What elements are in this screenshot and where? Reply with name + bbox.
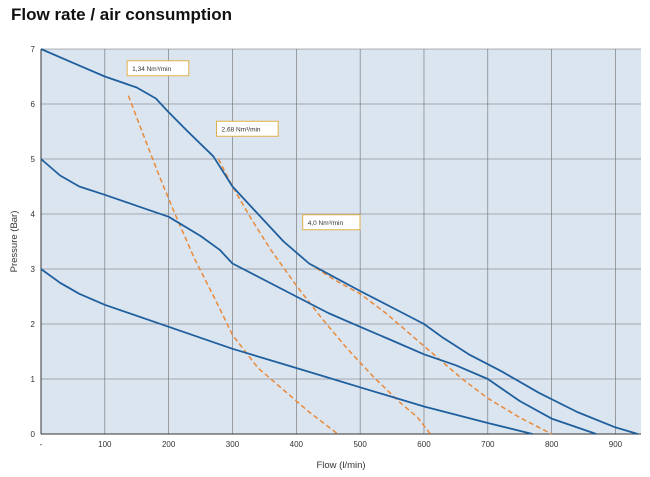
x-tick-label: 200: [162, 440, 176, 449]
label-4-0-text: 4,0 Nm³/min: [308, 220, 344, 227]
grid-lines: [40, 48, 641, 435]
x-axis-label: Flow (l/min): [316, 460, 365, 471]
x-tick-label: 600: [417, 440, 431, 449]
pressure-curve-5-bar: [40, 158, 597, 435]
label-1-34-box: [126, 60, 190, 77]
y-tick-label: 1: [31, 375, 36, 384]
x-tick-label: 400: [290, 440, 304, 449]
x-axis-ticks: - 100 200 300 400 500 600 700 800 900: [40, 440, 623, 449]
label-2-68: 2,68 Nm³/min: [216, 120, 279, 137]
y-tick-label: 3: [31, 265, 36, 274]
label-4-0-box: [302, 214, 361, 231]
air-consumption-2-68: [217, 158, 431, 435]
y-axis-label: Pressure (Bar): [9, 211, 20, 273]
y-tick-label: 5: [31, 155, 36, 164]
label-2-68-box: [216, 120, 279, 137]
plot-background: [41, 49, 641, 434]
x-tick-label: 300: [226, 440, 240, 449]
label-1-34-text: 1,34 Nm³/min: [132, 66, 171, 73]
x-tick-label: 500: [353, 440, 367, 449]
label-4-0: 4,0 Nm³/min: [302, 214, 361, 231]
pressure-curve-7-bar: [40, 48, 639, 435]
page-title: Flow rate / air consumption: [11, 5, 233, 24]
air-consumption-1-34: [127, 95, 339, 435]
y-tick-label: 2: [31, 320, 36, 329]
annotation-layer: 1,34 Nm³/min 2,68 Nm³/min 4,0 Nm³/min: [126, 60, 361, 231]
label-2-68-text: 2,68 Nm³/min: [222, 126, 261, 133]
y-tick-label: 7: [31, 45, 36, 54]
pressure-curve-3-bar: [40, 268, 533, 435]
x-tick-label: 700: [481, 440, 495, 449]
x-tick-label: -: [40, 440, 43, 449]
y-tick-label: 0: [31, 430, 36, 439]
label-1-34: 1,34 Nm³/min: [126, 60, 190, 77]
y-axis-ticks: 0 1 2 3 4 5 6 7: [31, 45, 36, 439]
air-consumption-4-0: [308, 262, 552, 435]
series-layer: [40, 48, 639, 435]
x-tick-label: 100: [98, 440, 112, 449]
y-tick-label: 4: [31, 210, 36, 219]
x-tick-label: 900: [609, 440, 623, 449]
x-tick-label: 800: [545, 440, 559, 449]
y-tick-label: 6: [31, 100, 36, 109]
